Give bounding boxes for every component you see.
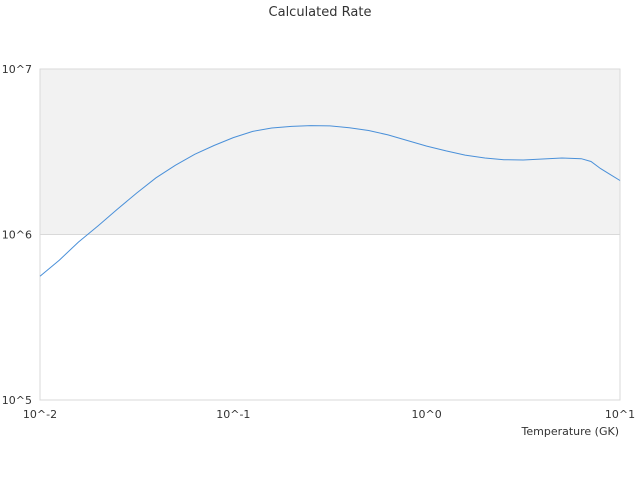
shaded-band <box>40 69 620 235</box>
x-tick-label: 10^-2 <box>23 408 57 421</box>
series-line <box>39 125 621 277</box>
x-tick-label: 10^-1 <box>216 408 250 421</box>
y-tick-label: 10^5 <box>2 394 32 407</box>
y-tick-label: 10^6 <box>2 229 32 242</box>
chart-title: Calculated Rate <box>269 5 372 20</box>
x-tick-label: 10^1 <box>605 408 635 421</box>
x-axis-label: Temperature (GK) <box>521 425 620 438</box>
x-tick-label: 10^0 <box>412 408 442 421</box>
y-tick-label: 10^7 <box>2 63 32 76</box>
